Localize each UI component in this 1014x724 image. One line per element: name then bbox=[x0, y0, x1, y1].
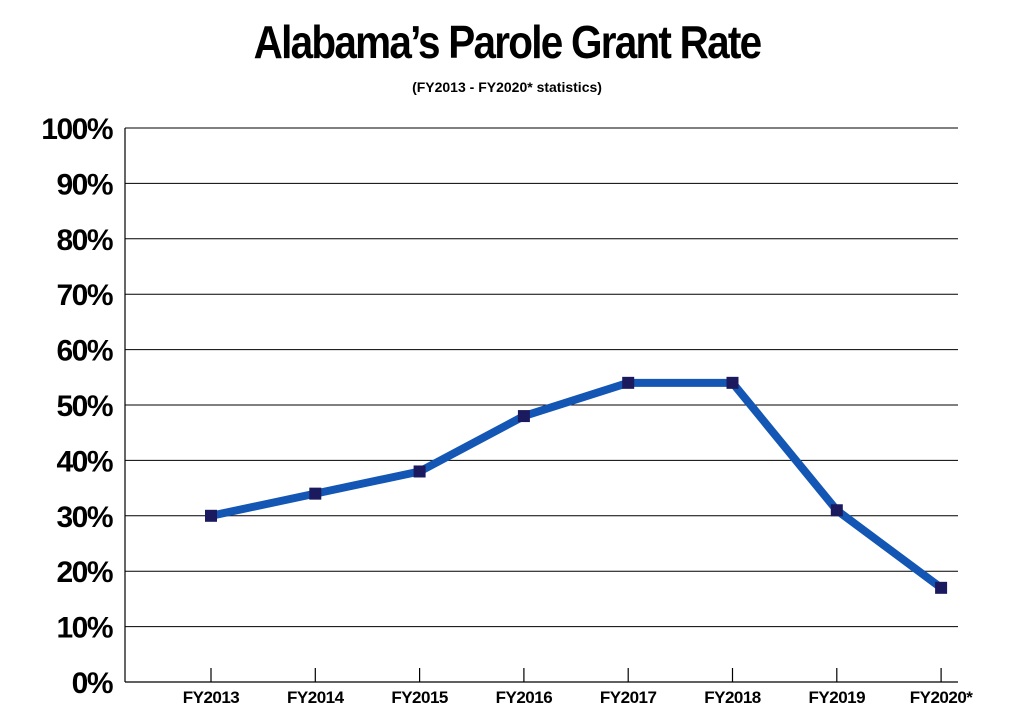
y-tick-label: 80% bbox=[56, 224, 112, 257]
y-tick-label: 10% bbox=[56, 612, 112, 645]
data-point-marker bbox=[726, 376, 739, 389]
x-tick-label: FY2016 bbox=[496, 688, 553, 707]
chart-subtitle: (FY2013 - FY2020* statistics) bbox=[412, 79, 602, 95]
data-point-marker bbox=[935, 581, 948, 594]
x-tick-label: FY2013 bbox=[183, 688, 240, 707]
y-tick-label: 60% bbox=[56, 335, 112, 368]
x-tick-label: FY2017 bbox=[600, 688, 657, 707]
data-point-marker bbox=[205, 509, 217, 522]
data-point-marker bbox=[517, 410, 530, 423]
y-tick-label: 100% bbox=[41, 113, 113, 146]
x-tick-label: FY2019 bbox=[809, 688, 866, 707]
axes bbox=[124, 128, 958, 683]
series-line bbox=[207, 378, 946, 592]
y-tick-label: 30% bbox=[56, 501, 112, 534]
y-tick-labels: 0% 10% 20% 30% 40% 50% 60% 70% 80% 90% 100% bbox=[41, 113, 114, 700]
x-tick-label: FY2015 bbox=[391, 688, 448, 707]
data-point-marker bbox=[309, 487, 322, 500]
chart-title: Alabama’s Parole Grant Rate bbox=[253, 16, 762, 68]
data-point-marker bbox=[413, 465, 426, 478]
data-point-marker bbox=[830, 504, 843, 517]
data-markers bbox=[205, 376, 948, 594]
x-tick-label: FY2020* bbox=[910, 688, 974, 707]
data-series bbox=[207, 378, 946, 592]
x-tick-label: FY2018 bbox=[704, 688, 761, 707]
y-tick-label: 40% bbox=[56, 445, 112, 478]
y-tick-label: 50% bbox=[56, 390, 112, 423]
x-tick-labels: FY2013 FY2014 FY2015 FY2016 FY2017 FY2018 FY20… bbox=[183, 688, 974, 707]
gridlines bbox=[125, 127, 958, 628]
x-tick-label: FY2014 bbox=[287, 688, 345, 707]
y-tick-label: 0% bbox=[72, 667, 113, 700]
y-tick-label: 90% bbox=[56, 168, 112, 201]
y-tick-label: 20% bbox=[56, 556, 112, 589]
data-point-marker bbox=[622, 376, 635, 389]
y-tick-label: 70% bbox=[56, 279, 112, 312]
